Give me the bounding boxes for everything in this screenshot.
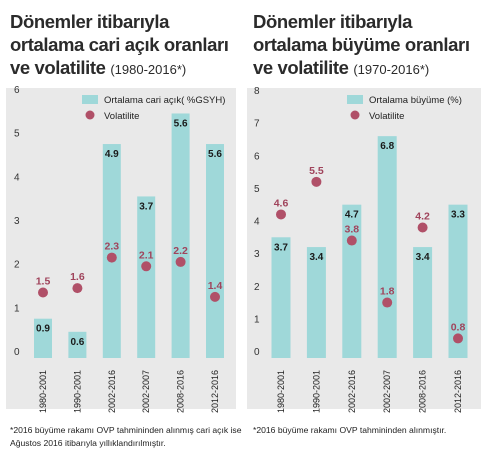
left-volatility-value-label: 1.4: [208, 280, 223, 292]
left-bar-2002-2007: [137, 196, 156, 358]
left-volatility-value-label: 2.1: [139, 249, 154, 261]
left-category-label: 1990-2001: [72, 370, 82, 413]
right-bar-value-label: 6.8: [380, 141, 394, 152]
left-bar-value-label: 3.7: [139, 201, 153, 212]
left-category-label: 2008-2016: [176, 370, 186, 413]
right-volatility-value-label: 0.8: [451, 321, 466, 333]
right-volatility-value-label: 1.8: [380, 286, 395, 298]
right-bar-2012-2016: [448, 204, 468, 358]
right-ytick-label: 8: [254, 86, 260, 97]
left-bar-2008-2016: [171, 113, 190, 358]
right-volatility-dot-1980-2001: [276, 209, 286, 220]
left-bar-value-label: 4.9: [105, 149, 119, 160]
right-ytick-label: 6: [254, 151, 260, 162]
left-category-label: 1980-2001: [38, 370, 48, 413]
right-ytick-label: 0: [254, 347, 260, 358]
right-bar-value-label: 3.4: [309, 252, 323, 263]
left-legend-dot-label: Volatilite: [104, 111, 139, 122]
right-bar-2002-2016: [342, 204, 362, 358]
right-chart: 0 1 2 3 4 5 6 7 8 Ortalama büyüme (%) Volatilite 3.…: [254, 86, 468, 413]
right-legend-bar-label: Ortalama büyüme (%): [369, 95, 462, 106]
right-ytick-label: 1: [254, 314, 260, 325]
right-ytick-label: 5: [254, 184, 260, 195]
right-title: Dönemler itibarıyla ortalama büyüme oran…: [253, 10, 486, 81]
right-footnote: *2016 büyüme rakamı OVP tahmininden alın…: [253, 425, 447, 435]
left-legend-bar-label: Ortalama cari açık( %GSYH): [104, 95, 225, 106]
left-title-text: Dönemler itibarıyla ortalama cari açık o…: [10, 11, 229, 78]
left-panel: Dönemler itibarıyla ortalama cari açık o…: [0, 0, 242, 468]
right-volatility-value-label: 5.5: [309, 165, 324, 177]
right-volatility-dot-2002-2007: [382, 297, 393, 308]
left-bar-value-label: 0.6: [70, 337, 84, 348]
right-bar-value-label: 3.4: [416, 252, 430, 263]
left-ytick-label: 4: [14, 172, 20, 183]
left-ytick-label: 1: [14, 303, 20, 314]
right-volatility-dot-2012-2016: [453, 333, 463, 344]
right-bar-1980-2001: [271, 237, 291, 358]
left-ytick-label: 0: [14, 347, 20, 358]
right-category-label: 2012-2016: [453, 370, 463, 413]
right-title-text: Dönemler itibarıyla ortalama büyüme oran…: [253, 11, 470, 78]
right-ytick-label: 7: [254, 119, 260, 130]
right-bar-1990-2001: [306, 247, 326, 358]
left-volatility-dot-2012-2016: [210, 291, 220, 302]
right-volatility-dot-2008-2016: [417, 222, 428, 233]
panel-divider: [242, 0, 243, 468]
right-ytick-label: 3: [254, 249, 260, 260]
right-ytick-label: 4: [254, 217, 260, 228]
right-legend-bar-swatch: [347, 95, 363, 104]
right-category-label: 2002-2016: [347, 370, 357, 413]
left-category-label: 2002-2007: [141, 370, 151, 413]
left-volatility-dot-2008-2016: [175, 256, 186, 267]
left-volatility-value-label: 1.5: [36, 276, 51, 288]
right-volatility-value-label: 4.6: [274, 197, 289, 209]
left-volatility-dot-2002-2007: [141, 261, 152, 272]
right-ytick-label: 2: [254, 282, 260, 293]
right-legend-dot-label: Volatilite: [369, 111, 404, 122]
right-bar-value-label: 4.7: [345, 210, 359, 221]
left-ytick-label: 3: [14, 216, 20, 227]
left-volatility-value-label: 1.6: [70, 271, 85, 283]
left-ytick-label: 2: [14, 260, 20, 271]
left-bar-2012-2016: [206, 144, 224, 358]
right-title-sub: (1970-2016*): [353, 62, 430, 77]
right-legend-dot-swatch: [350, 110, 360, 120]
right-volatility-value-label: 3.8: [344, 224, 359, 236]
right-category-label: 1980-2001: [276, 370, 286, 413]
left-chart: 0 1 2 3 4 5 6 Ortalama cari açık( %GSYH) Volatil…: [14, 85, 225, 413]
left-bar-value-label: 5.6: [174, 118, 188, 129]
right-panel: Dönemler itibarıyla ortalama büyüme oran…: [243, 0, 486, 468]
left-legend-dot-swatch: [85, 110, 95, 120]
left-bar-1980-2001: [34, 318, 52, 358]
right-volatility-dot-1990-2001: [311, 176, 322, 187]
right-bar-2002-2007: [377, 136, 397, 358]
right-bar-value-label: 3.7: [274, 242, 288, 253]
left-legend-bar-swatch: [82, 95, 98, 104]
right-category-label: 1990-2001: [311, 370, 321, 413]
left-volatility-dot-2002-2016: [106, 252, 117, 263]
left-volatility-dot-1990-2001: [72, 283, 83, 294]
right-volatility-value-label: 4.2: [415, 211, 430, 223]
right-bar-value-label: 3.3: [451, 210, 465, 221]
left-ytick-label: 5: [14, 129, 20, 140]
left-title-sub: (1980-2016*): [110, 62, 187, 77]
right-bar-2008-2016: [413, 247, 433, 358]
left-category-label: 2002-2016: [107, 370, 117, 413]
left-bar-1990-2001: [68, 331, 87, 358]
left-volatility-value-label: 2.2: [173, 245, 188, 257]
left-footnote: *2016 büyüme rakamı OVP tahmininden alın…: [10, 425, 242, 448]
right-category-label: 2008-2016: [418, 370, 428, 413]
right-category-label: 2002-2007: [382, 370, 392, 413]
left-title: Dönemler itibarıyla ortalama cari açık o…: [10, 10, 246, 81]
left-volatility-value-label: 2.3: [104, 241, 119, 253]
left-bar-2002-2016: [102, 144, 121, 358]
right-volatility-dot-2002-2016: [346, 235, 357, 246]
left-ytick-label: 6: [14, 85, 20, 96]
left-volatility-dot-1980-2001: [38, 287, 48, 298]
left-bar-value-label: 0.9: [36, 324, 50, 335]
left-category-label: 2012-2016: [210, 370, 220, 413]
left-bar-value-label: 5.6: [208, 149, 222, 160]
